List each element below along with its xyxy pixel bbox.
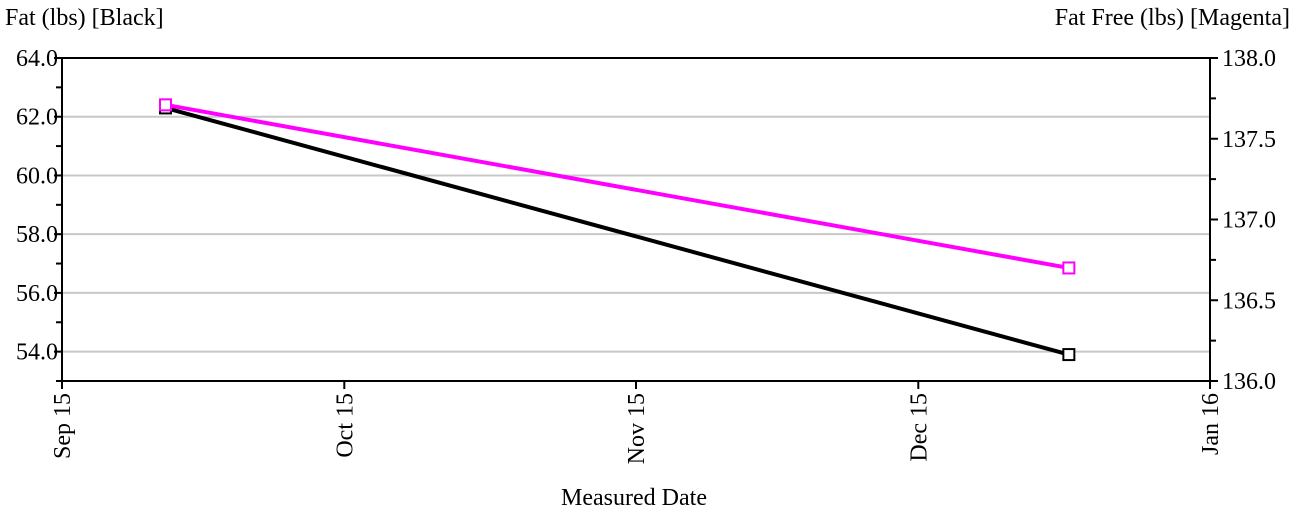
x-tick-label: Sep 15 — [50, 393, 76, 459]
left-tick-label: 60.0 — [16, 163, 58, 189]
left-tick-label: 62.0 — [16, 105, 58, 131]
left-y-axis: 54.0 56.0 58.0 60.0 62.0 64.0 — [16, 46, 62, 382]
gridlines — [62, 115, 1210, 353]
axes — [61, 57, 1211, 382]
x-axis: Sep 15 Oct 15 Nov 15 Dec 15 Jan 16 — [50, 381, 1224, 464]
right-y-axis: 136.0 136.5 137.0 137.5 138.0 — [1210, 46, 1276, 395]
right-tick-label: 137.5 — [1222, 127, 1276, 153]
left-tick-label: 58.0 — [16, 222, 58, 248]
left-tick-label: 64.0 — [16, 46, 58, 72]
right-axis-title: Fat Free (lbs) [Magenta] — [1055, 5, 1290, 31]
x-tick-label: Nov 15 — [624, 393, 650, 464]
series-line-fat — [164, 105, 1070, 357]
x-tick-label: Dec 15 — [906, 393, 932, 462]
right-tick-label: 138.0 — [1222, 46, 1276, 72]
series-line-fat-free — [165, 102, 1070, 270]
x-tick-label: Jan 16 — [1198, 393, 1224, 455]
right-tick-label: 136.0 — [1222, 369, 1276, 395]
right-tick-label: 137.0 — [1222, 208, 1276, 234]
data-point-fat-free — [159, 98, 173, 112]
right-tick-label: 136.5 — [1222, 288, 1276, 314]
x-tick-label: Oct 15 — [332, 393, 358, 458]
data-point-fat-free — [1062, 261, 1076, 275]
series-layer — [159, 98, 1076, 362]
data-point-fat — [1062, 348, 1076, 362]
x-axis-title: Measured Date — [561, 485, 707, 511]
left-axis-title: Fat (lbs) [Black] — [5, 5, 164, 31]
left-tick-label: 54.0 — [16, 340, 58, 366]
left-tick-label: 56.0 — [16, 281, 58, 307]
